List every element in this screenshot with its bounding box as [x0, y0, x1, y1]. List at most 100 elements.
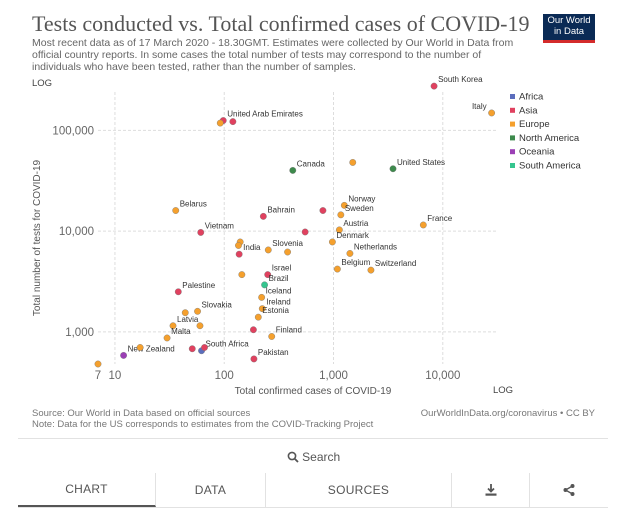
point-label: Bahrain — [267, 205, 295, 214]
tab-sources[interactable]: SOURCES — [266, 473, 452, 507]
data-point[interactable] — [229, 118, 237, 126]
data-point[interactable] — [201, 344, 208, 351]
data-point[interactable] — [301, 228, 309, 236]
point-label: Brazil — [269, 274, 289, 283]
data-point[interactable] — [289, 167, 297, 174]
data-point[interactable] — [258, 305, 266, 313]
legend-swatch — [510, 94, 515, 99]
credit-link[interactable]: OurWorldInData.org/coronavirus • CC BY — [420, 408, 595, 419]
logo-line-2: in Data — [553, 25, 585, 37]
legend-item[interactable]: North America — [519, 133, 580, 144]
data-point[interactable] — [430, 82, 438, 90]
data-point[interactable] — [367, 266, 375, 274]
data-point[interactable] — [238, 271, 246, 279]
y-tick-label: 10,000 — [59, 226, 94, 238]
y-scale-toggle[interactable]: LOG — [32, 78, 52, 89]
point-label: France — [427, 214, 452, 223]
data-point[interactable] — [419, 221, 427, 229]
chart-subtitle: Most recent data as of 17 March 2020 - 1… — [32, 37, 514, 73]
data-point[interactable] — [136, 344, 144, 351]
data-point[interactable] — [169, 322, 177, 330]
grid-lines — [98, 92, 498, 364]
legend-item[interactable]: Asia — [519, 105, 538, 116]
data-point[interactable] — [181, 309, 189, 317]
data-point[interactable] — [235, 242, 242, 249]
data-point[interactable] — [196, 322, 204, 330]
axes: 7 10 100 1,000 10,000 1,000 10,000 100,000 Total… — [32, 78, 513, 397]
data-point[interactable] — [340, 201, 348, 209]
data-point[interactable] — [194, 307, 201, 315]
data-point[interactable] — [250, 355, 258, 363]
legend-item[interactable]: South America — [519, 161, 581, 172]
data-point[interactable] — [337, 211, 345, 219]
x-tick-label: 10,000 — [425, 370, 460, 382]
point-label: Pakistan — [258, 348, 289, 357]
data-point[interactable] — [235, 250, 243, 258]
point-label: Ireland — [266, 298, 290, 307]
point-label: United Arab Emirates — [227, 110, 303, 119]
point-label: Slovakia — [202, 300, 233, 309]
data-point[interactable] — [329, 238, 336, 246]
point-label: Palestine — [182, 281, 215, 290]
data-point[interactable] — [254, 313, 262, 321]
data-point[interactable] — [346, 250, 354, 257]
data-point[interactable] — [163, 334, 171, 342]
y-tick-label: 100,000 — [52, 125, 94, 137]
data-point[interactable] — [389, 165, 397, 173]
tab-data[interactable]: DATA — [156, 473, 266, 507]
point-label: Latvia — [177, 315, 199, 324]
tab-chart[interactable]: CHART — [18, 473, 156, 507]
point-label: United States — [397, 158, 445, 167]
y-tick-label: 1,000 — [65, 327, 94, 339]
data-point[interactable] — [174, 288, 182, 296]
point-label: New Zealand — [128, 344, 175, 353]
point-label: Estonia — [262, 306, 289, 315]
x-axis-title: Total confirmed cases of COVID-19 — [235, 386, 392, 397]
point-label: Vietnam — [205, 221, 235, 230]
data-point[interactable] — [261, 281, 268, 289]
legend-swatch — [510, 163, 515, 168]
point-label: South Africa — [206, 340, 250, 349]
data-point[interactable] — [333, 265, 341, 273]
legend-item[interactable]: Africa — [519, 92, 544, 103]
data-point[interactable] — [319, 207, 327, 214]
legend-item[interactable]: Oceania — [519, 147, 555, 158]
tab-bar: CHART DATA SOURCES — [18, 473, 608, 508]
x-tick-label: 100 — [215, 370, 234, 382]
data-point[interactable] — [259, 212, 267, 220]
point-label: Finland — [276, 325, 302, 334]
legend: Africa Asia Europe North America Oceania Sout… — [510, 92, 581, 172]
data-point[interactable] — [264, 246, 272, 254]
point-label: Netherlands — [354, 242, 397, 251]
data-point[interactable] — [120, 352, 127, 359]
x-tick-label: 7 — [95, 370, 101, 382]
download-button[interactable] — [452, 473, 530, 507]
data-point[interactable] — [216, 119, 224, 127]
search-button[interactable]: Search — [0, 449, 627, 464]
share-button[interactable] — [530, 473, 608, 507]
data-point[interactable] — [335, 226, 343, 234]
x-scale-toggle[interactable]: LOG — [493, 385, 513, 396]
data-point[interactable] — [94, 360, 102, 368]
y-axis-title: Total number of tests for COVID-19 — [32, 159, 43, 316]
data-point[interactable] — [258, 293, 266, 301]
point-label: Switzerland — [375, 259, 416, 268]
point-label: Israel — [272, 264, 292, 273]
data-point[interactable] — [349, 159, 357, 166]
data-point[interactable] — [188, 345, 196, 353]
point-label: Sweden — [345, 204, 374, 213]
point-label: Austria — [343, 219, 368, 228]
data-point[interactable] — [268, 333, 276, 340]
legend-swatch — [510, 135, 515, 141]
scatter-plot: 7 10 100 1,000 10,000 1,000 10,000 100,000 Total… — [32, 75, 581, 397]
data-point[interactable] — [264, 271, 272, 279]
data-point[interactable] — [172, 207, 180, 214]
data-point[interactable] — [250, 326, 257, 334]
owid-logo[interactable]: Our World in Data — [543, 14, 595, 43]
data-point[interactable] — [488, 109, 496, 117]
point-label: Canada — [297, 159, 326, 168]
legend-item[interactable]: Europe — [519, 119, 550, 130]
x-tick-label: 10 — [109, 370, 122, 382]
data-point[interactable] — [197, 229, 205, 236]
data-point[interactable] — [284, 248, 291, 256]
